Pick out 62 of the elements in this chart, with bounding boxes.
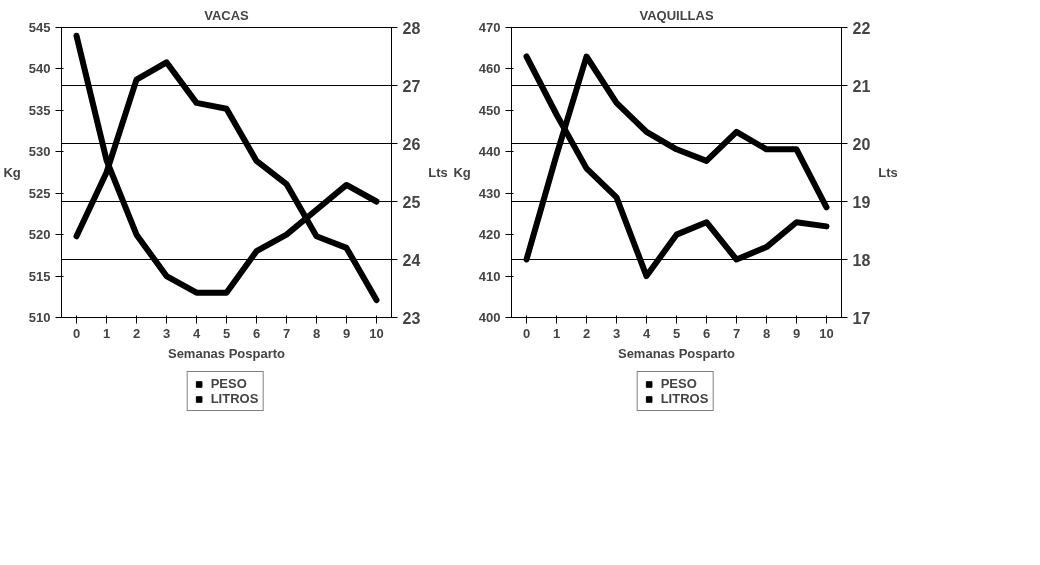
x-tick-label: 0 [522, 325, 531, 341]
y2-tick-label: 22 [852, 19, 871, 37]
y2-tick-label: 19 [852, 193, 871, 211]
x-tick-label: 3 [162, 325, 171, 341]
y2-tick-label: 21 [852, 77, 871, 95]
legend-label: LITROS [660, 391, 709, 406]
y2-axis-title: Lts [878, 165, 898, 180]
legend-label: PESO [210, 376, 247, 391]
x-axis-title: Semanas Posparto [617, 345, 736, 361]
y2-tick-label: 24 [402, 251, 421, 269]
y-tick-label: 460 [478, 61, 501, 77]
y-tick-label: 535 [28, 102, 51, 118]
x-tick-label: 7 [282, 325, 291, 341]
y2-tick-label: 23 [402, 309, 421, 327]
x-tick-label: 5 [222, 325, 231, 341]
y2-tick-label: 27 [402, 77, 421, 95]
x-tick-label: 10 [819, 325, 834, 341]
y2-tick-label: 25 [402, 193, 421, 211]
y2-tick-label: 20 [852, 135, 871, 153]
y-tick-label: 540 [28, 61, 51, 77]
y2-tick-label: 17 [852, 309, 871, 327]
y-tick-label: 545 [28, 20, 51, 35]
x-tick-label: 2 [132, 325, 141, 341]
chart-title: VAQUILLAS [639, 7, 714, 23]
x-tick-label: 3 [612, 325, 621, 341]
x-tick-label: 9 [342, 325, 351, 341]
y-tick-label: 530 [28, 144, 51, 160]
x-tick-label: 7 [732, 325, 741, 341]
legend-label: PESO [660, 376, 697, 391]
chart-title: VACAS [204, 7, 250, 23]
y2-tick-label: 26 [402, 135, 421, 153]
x-tick-label: 1 [552, 325, 561, 341]
x-tick-label: 0 [72, 325, 81, 341]
x-axis-title: Semanas Posparto [167, 345, 286, 361]
x-tick-label: 6 [702, 325, 711, 341]
y-tick-label: 430 [478, 185, 501, 201]
y-tick-label: 470 [478, 20, 501, 35]
y-axis-title: Kg [453, 165, 471, 180]
y2-axis-title: Lts [428, 165, 448, 180]
x-tick-label: 1 [102, 325, 111, 341]
y-axis-title: Kg [3, 165, 21, 180]
y-tick-label: 420 [478, 227, 501, 243]
y-tick-label: 510 [28, 310, 51, 325]
x-tick-label: 9 [792, 325, 801, 341]
x-tick-label: 8 [762, 325, 771, 341]
legend-label: LITROS [210, 391, 259, 406]
y-tick-label: 400 [478, 310, 501, 325]
x-tick-label: 6 [252, 325, 261, 341]
y-tick-label: 525 [28, 185, 51, 201]
x-tick-label: 2 [582, 325, 591, 341]
y-tick-label: 450 [478, 102, 501, 118]
x-tick-label: 5 [672, 325, 681, 341]
x-tick-label: 10 [369, 325, 384, 341]
x-tick-label: 4 [192, 325, 201, 341]
x-tick-label: 4 [642, 325, 651, 341]
y-tick-label: 440 [478, 144, 501, 160]
y2-tick-label: 28 [402, 19, 421, 37]
y2-tick-label: 18 [852, 251, 871, 269]
y-tick-label: 520 [28, 227, 51, 243]
x-tick-label: 8 [312, 325, 321, 341]
y-tick-label: 410 [478, 268, 501, 284]
y-tick-label: 515 [28, 268, 51, 284]
